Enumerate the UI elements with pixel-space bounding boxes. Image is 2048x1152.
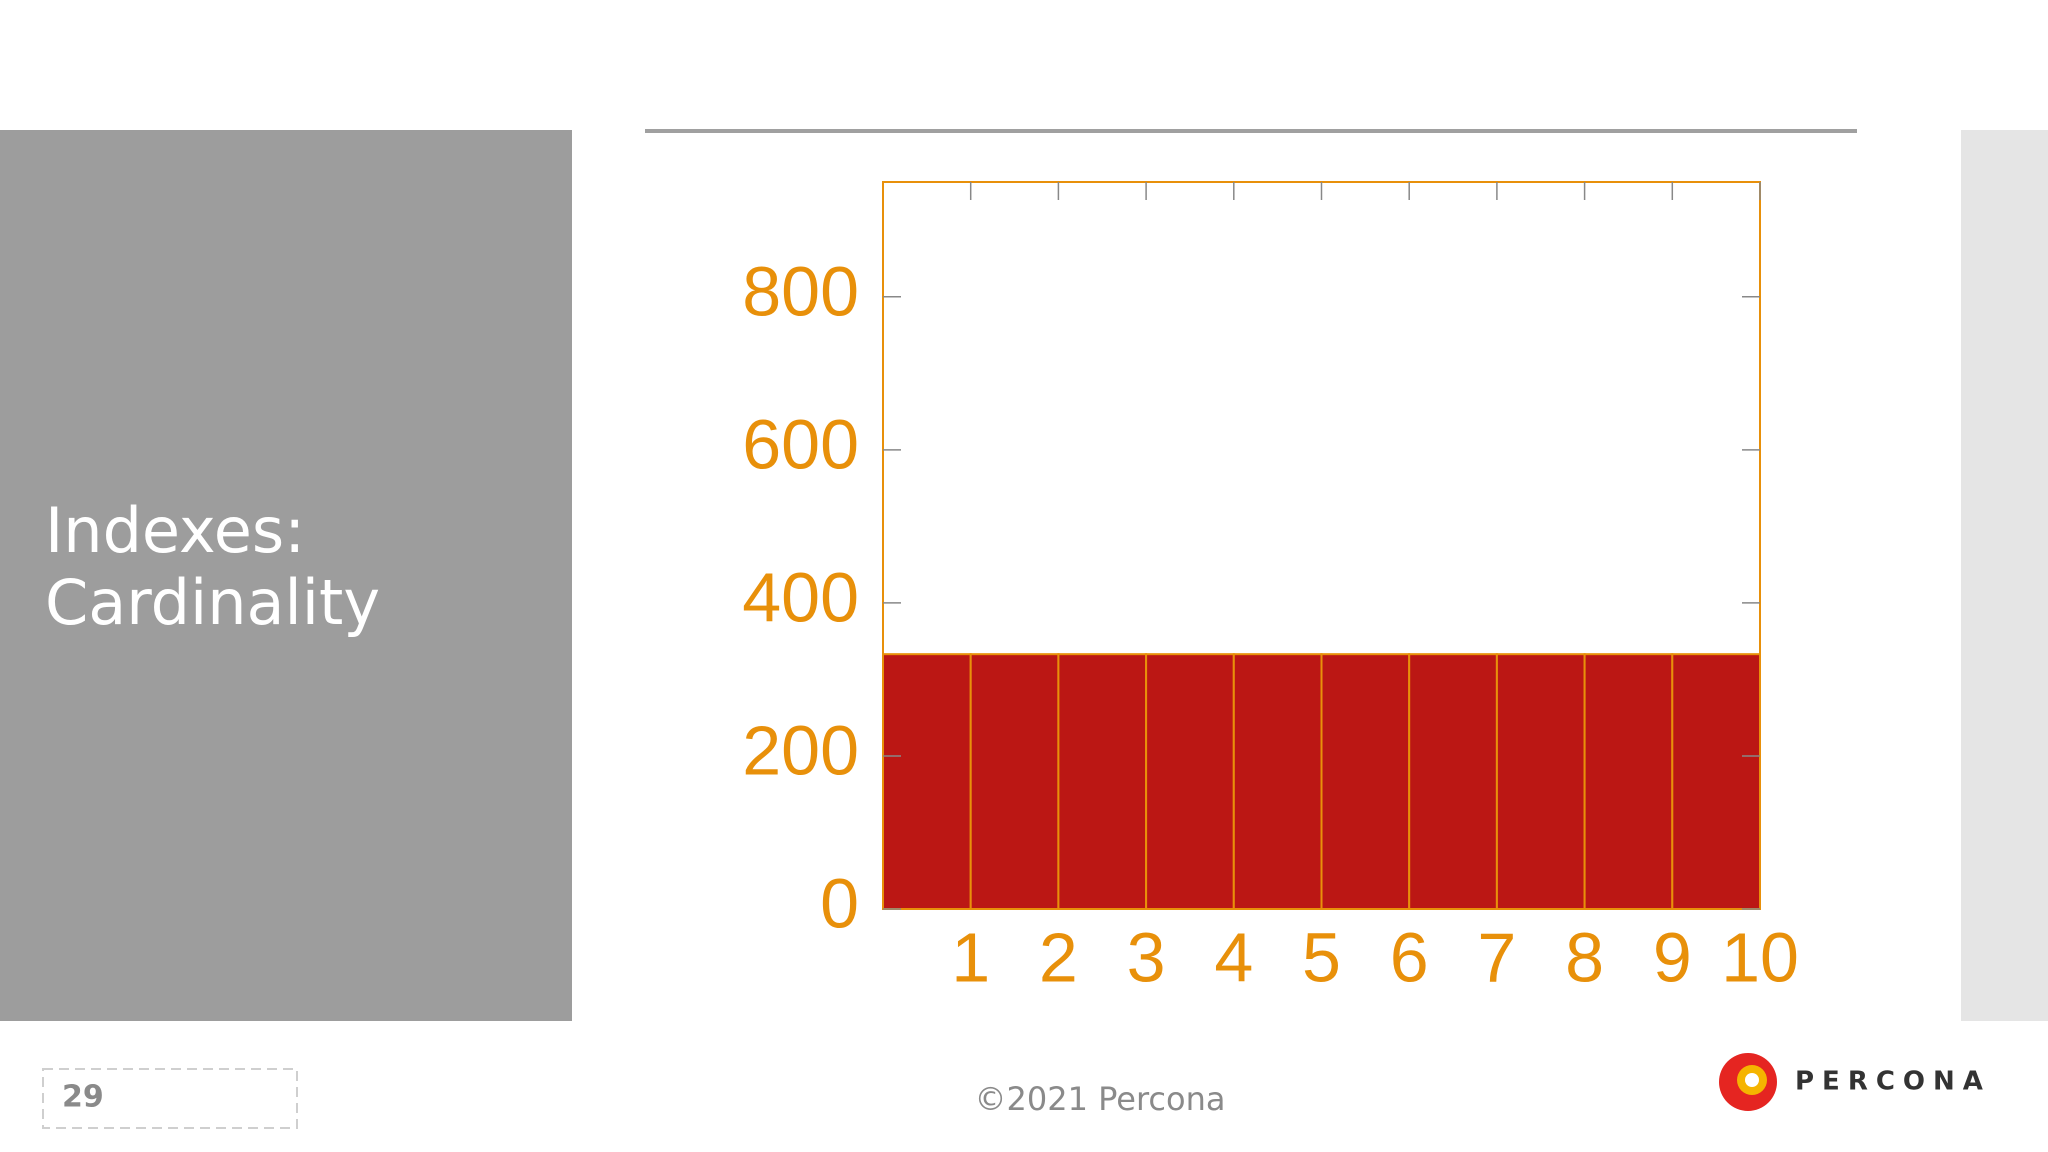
bar bbox=[969, 653, 1060, 910]
x-tick-label: 4 bbox=[1214, 918, 1253, 996]
slide-title: Cardinality bbox=[45, 566, 380, 639]
logo-mark bbox=[1745, 1073, 1759, 1087]
footer: ©2021 Percona bbox=[975, 1080, 1226, 1118]
bar bbox=[1583, 653, 1674, 910]
chart: 0 200 400 600 800 1 2 3 4 5 6 7 8 9 10 bbox=[742, 181, 1799, 996]
x-tick-label: 9 bbox=[1653, 918, 1692, 996]
x-tick-label: 5 bbox=[1302, 918, 1341, 996]
bar bbox=[1495, 653, 1586, 910]
x-tick-label: 7 bbox=[1477, 918, 1516, 996]
bar bbox=[882, 653, 972, 910]
logo: PERCONA bbox=[1719, 1053, 1991, 1111]
x-tick-label: 3 bbox=[1127, 918, 1166, 996]
x-tick-label: 6 bbox=[1390, 918, 1429, 996]
bar bbox=[1320, 653, 1411, 910]
x-tick-label: 8 bbox=[1565, 918, 1604, 996]
bar bbox=[1145, 653, 1235, 910]
y-tick-label: 600 bbox=[742, 405, 859, 483]
x-tick-label: 10 bbox=[1721, 918, 1799, 996]
page-number: 29 bbox=[62, 1080, 104, 1115]
title-panel bbox=[0, 130, 572, 1021]
x-tick-label: 1 bbox=[951, 918, 990, 996]
x-tick-label: 2 bbox=[1039, 918, 1078, 996]
logo-text: PERCONA bbox=[1795, 1067, 1991, 1097]
bar bbox=[1408, 653, 1498, 910]
bar bbox=[1232, 653, 1323, 910]
y-tick-label: 200 bbox=[742, 711, 859, 789]
side-panel bbox=[1961, 130, 2048, 1021]
y-tick-label: 400 bbox=[742, 558, 859, 636]
bar bbox=[1057, 653, 1148, 910]
y-tick-label: 0 bbox=[820, 864, 859, 942]
page-number-box bbox=[42, 1068, 298, 1129]
slide-title: Indexes: bbox=[45, 494, 305, 567]
bar bbox=[1671, 653, 1762, 910]
y-tick-label: 800 bbox=[742, 252, 859, 330]
